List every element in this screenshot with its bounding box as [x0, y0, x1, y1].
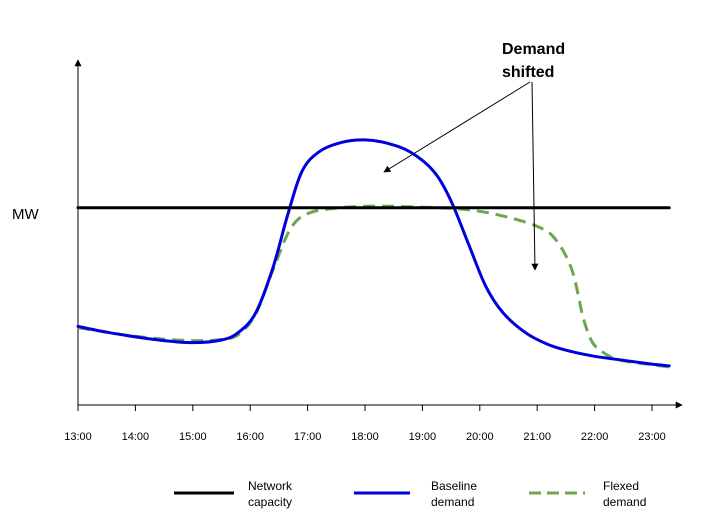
- y-axis-label: MW: [12, 206, 39, 223]
- legend-label-flexed-demand-1: Flexed: [603, 479, 639, 493]
- legend-label-baseline-demand-2: demand: [431, 495, 474, 509]
- x-tick-label: 23:00: [638, 431, 666, 443]
- x-tick-label: 21:00: [523, 431, 551, 443]
- legend-item-flexed-demand: Flexed demand: [529, 479, 646, 509]
- x-tick-label: 14:00: [122, 431, 150, 443]
- x-axis-ticks: 13:00 14:00 15:00 16:00 17:00 18:00 19:00 20:00…: [64, 405, 666, 443]
- series-flexed-demand: [77, 204, 670, 369]
- x-tick-label: 19:00: [409, 431, 437, 443]
- annotation-arrow-left: [383, 81, 531, 173]
- legend-label-baseline-demand-1: Baseline: [431, 479, 477, 493]
- x-tick-label: 13:00: [64, 431, 92, 443]
- x-tick-label: 17:00: [294, 431, 322, 443]
- legend-label-network-capacity-1: Network: [248, 479, 293, 493]
- annotation-arrow-down: [531, 81, 539, 271]
- legend: Network capacity Baseline demand Flexed …: [174, 479, 646, 509]
- series-layer: [76, 138, 671, 369]
- x-tick-label: 15:00: [179, 431, 207, 443]
- legend-label-flexed-demand-2: demand: [603, 495, 646, 509]
- x-tick-label: 22:00: [581, 431, 609, 443]
- legend-item-network-capacity: Network capacity: [174, 479, 293, 509]
- legend-label-network-capacity-2: capacity: [248, 495, 292, 509]
- x-tick-label: 18:00: [351, 431, 379, 443]
- annotation-line-1: Demand: [502, 41, 565, 58]
- demand-shifted-annotation: Demand shifted: [383, 41, 565, 271]
- x-tick-label: 16:00: [236, 431, 264, 443]
- annotation-line-2: shifted: [502, 64, 554, 81]
- series-baseline-demand: [76, 138, 671, 368]
- x-tick-label: 20:00: [466, 431, 494, 443]
- legend-item-baseline-demand: Baseline demand: [354, 479, 477, 509]
